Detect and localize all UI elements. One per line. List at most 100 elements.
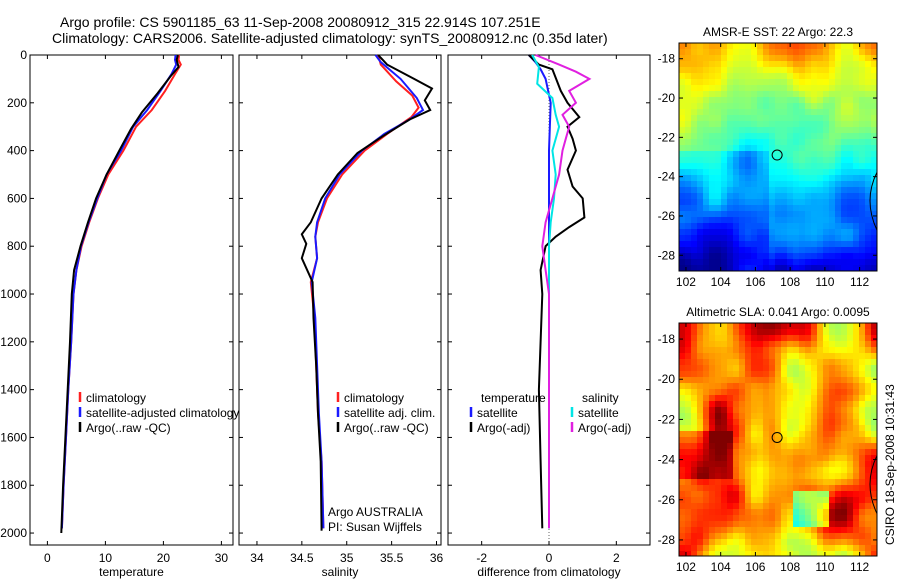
heatmap-cell (865, 335, 871, 341)
heatmap-cell (757, 503, 763, 509)
heatmap-cell (835, 103, 841, 109)
heatmap-cell (817, 67, 823, 73)
heatmap-cell (781, 371, 787, 377)
heatmap-cell (709, 371, 715, 377)
heatmap-cell (763, 371, 769, 377)
heatmap-cell (691, 151, 697, 157)
heatmap-cell (751, 443, 757, 449)
heatmap-cell (835, 127, 841, 133)
heatmap-cell (847, 157, 853, 163)
heatmap-cell (679, 109, 685, 115)
heatmap-cell (805, 151, 811, 157)
heatmap-cell (865, 389, 871, 395)
heatmap-cell (847, 539, 853, 545)
heatmap-cell (847, 145, 853, 151)
heatmap-cell (775, 103, 781, 109)
heatmap-cell (685, 455, 691, 461)
heatmap-cell (775, 383, 781, 389)
y-tick-label: -20 (658, 91, 676, 105)
heatmap-cell (859, 145, 865, 151)
heatmap-cell (835, 229, 841, 235)
heatmap-cell (757, 235, 763, 241)
heatmap-cell (697, 467, 703, 473)
heatmap-cell (859, 157, 865, 163)
heatmap-cell (853, 241, 859, 247)
series-line-1 (528, 54, 586, 529)
x-tick-label: 104 (711, 560, 731, 574)
heatmap-cell (787, 97, 793, 103)
heatmap-cell (805, 551, 811, 556)
heatmap-cell (739, 431, 745, 437)
heatmap-cell (787, 151, 793, 157)
heatmap-cell (685, 151, 691, 157)
heatmap-cell (709, 241, 715, 247)
heatmap-cell (721, 265, 727, 271)
heatmap-cell (811, 521, 817, 527)
heatmap-cell (685, 341, 691, 347)
heatmap-cell (835, 241, 841, 247)
heatmap-cell (847, 545, 853, 551)
heatmap-cell (745, 437, 751, 443)
heatmap-cell (745, 157, 751, 163)
heatmap-cell (805, 539, 811, 545)
heatmap-cell (805, 229, 811, 235)
heatmap-cell (721, 473, 727, 479)
heatmap-cell (715, 365, 721, 371)
heatmap-cell (703, 341, 709, 347)
heatmap-cell (841, 449, 847, 455)
heatmap-cell (811, 509, 817, 515)
heatmap-cell (775, 329, 781, 335)
heatmap-cell (703, 527, 709, 533)
heatmap-cell (793, 533, 799, 539)
heatmap-cell (871, 43, 877, 49)
heatmap-cell (769, 365, 775, 371)
heatmap-cell (841, 383, 847, 389)
heatmap-cell (763, 545, 769, 551)
heatmap-cell (817, 413, 823, 419)
heatmap-cell (733, 61, 739, 67)
heatmap-cell (727, 193, 733, 199)
heatmap-cell (685, 419, 691, 425)
heatmap-cell (763, 61, 769, 67)
heatmap-cell (871, 341, 877, 347)
heatmap-cell (751, 533, 757, 539)
heatmap-cell (703, 449, 709, 455)
heatmap-cell (679, 223, 685, 229)
heatmap-cell (799, 329, 805, 335)
heatmap-cell (811, 223, 817, 229)
heatmap-cell (811, 259, 817, 265)
heatmap-cell (835, 521, 841, 527)
heatmap-cell (823, 229, 829, 235)
heatmap-cell (703, 211, 709, 217)
heatmap-cell (853, 253, 859, 259)
heatmap-cell (865, 43, 871, 49)
heatmap-cell (685, 61, 691, 67)
heatmap-cell (853, 193, 859, 199)
heatmap-cell (727, 181, 733, 187)
heatmap-cell (841, 205, 847, 211)
heatmap-cell (787, 371, 793, 377)
heatmap-cell (775, 67, 781, 73)
heatmap-cell (757, 265, 763, 271)
heatmap-cell (679, 341, 685, 347)
heatmap-cell (859, 223, 865, 229)
heatmap-cell (865, 467, 871, 473)
heatmap-cell (853, 157, 859, 163)
heatmap-cell (733, 163, 739, 169)
heatmap-cell (793, 335, 799, 341)
heatmap-cell (805, 121, 811, 127)
heatmap-cell (787, 527, 793, 533)
heatmap-cell (871, 395, 877, 401)
heatmap-cell (793, 383, 799, 389)
heatmap-cell (799, 503, 805, 509)
heatmap-cell (865, 515, 871, 521)
heatmap-cell (841, 389, 847, 395)
heatmap-cell (859, 491, 865, 497)
heatmap-cell (805, 115, 811, 121)
heatmap-cell (793, 497, 799, 503)
heatmap-cell (721, 205, 727, 211)
heatmap-cell (721, 253, 727, 259)
heatmap-cell (691, 157, 697, 163)
heatmap-cell (775, 407, 781, 413)
heatmap-cell (799, 103, 805, 109)
